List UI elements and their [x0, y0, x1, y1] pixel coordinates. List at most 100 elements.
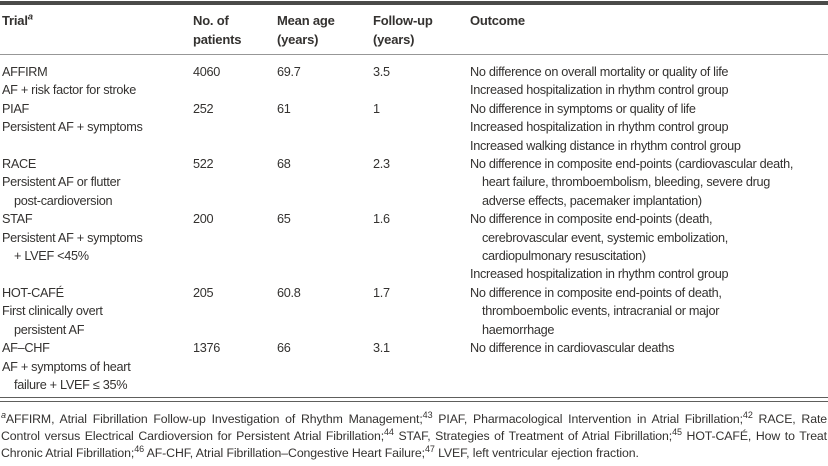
followup-value: 1	[373, 101, 380, 116]
outcome-line: heart failure, thromboembolism, bleeding…	[482, 175, 771, 190]
table-footnote: aAFFIRM, Atrial Fibrillation Follow-up I…	[1, 411, 827, 462]
footnote-text: AF-CHF, Atrial Fibrillation–Congestive H…	[144, 446, 425, 461]
footnote-marker: a	[1, 410, 6, 421]
patients-cell: 252	[193, 100, 277, 155]
trial-name: PIAF	[2, 101, 29, 116]
age-cell: 66	[277, 339, 373, 394]
followup-value: 1.7	[373, 285, 390, 300]
followup-cell: 2.3	[373, 155, 470, 210]
trial-desc-line: AF + symptoms of heart	[2, 359, 131, 374]
patients-cell: 1376	[193, 339, 277, 394]
outcome-line: Increased hospitalization in rhythm cont…	[470, 83, 729, 98]
trial-name: AFFIRM	[2, 65, 48, 79]
age-value: 65	[277, 212, 291, 227]
header-trial-footnote-marker: a	[27, 11, 33, 23]
age-value: 68	[277, 157, 291, 172]
trial-cell: AFFIRM AF + risk factor for stroke	[2, 63, 193, 100]
trial-cell: AF–CHF AF + symptoms of heart failure + …	[2, 339, 193, 394]
patients-value: 200	[193, 212, 214, 227]
age-cell: 69.7	[277, 63, 373, 100]
footnote-text: HOT-CAFÉ, How to Treat Chronic Atrial Fi…	[1, 429, 827, 461]
trial-desc-line: AF + risk factor for stroke	[2, 83, 136, 98]
table-header-rule	[0, 54, 828, 55]
outcome-cell: No difference in symptoms or quality of …	[470, 100, 828, 155]
patients-value: 522	[193, 157, 214, 172]
outcome-line: Increased hospitalization in rhythm cont…	[470, 120, 729, 135]
outcome-cell: No difference in composite end-points (c…	[470, 155, 828, 210]
patients-cell: 522	[193, 155, 277, 210]
outcome-cell: No difference in composite end-points (d…	[470, 210, 828, 284]
footnote-text: PIAF, Pharmacological Intervention in At…	[432, 412, 743, 427]
age-cell: 68	[277, 155, 373, 210]
table-row-af-chf: AF–CHF AF + symptoms of heart failure + …	[0, 339, 828, 394]
age-value: 66	[277, 341, 291, 356]
table-row-piaf: PIAF Persistent AF + symptoms 252 61 1 N…	[0, 100, 828, 155]
followup-cell: 3.1	[373, 339, 470, 394]
trial-desc-line: Persistent AF + symptoms	[2, 120, 143, 135]
header-patients-line1: No. of	[193, 13, 229, 28]
age-value: 60.8	[277, 285, 301, 300]
header-patients-line2: patients	[193, 32, 242, 47]
trial-cell: PIAF Persistent AF + symptoms	[2, 100, 193, 155]
age-value: 61	[277, 101, 291, 116]
header-trial: Triala	[2, 11, 193, 49]
outcome-line: thromboembolic events, intracranial or m…	[482, 304, 720, 319]
header-age-line2: (years)	[277, 32, 319, 47]
age-value: 69.7	[277, 65, 301, 79]
outcome-line: No difference on overall mortality or qu…	[470, 65, 729, 79]
followup-value: 1.6	[373, 212, 390, 227]
trial-cell: STAF Persistent AF + symptoms + LVEF <45…	[2, 210, 193, 284]
table-body: AFFIRM AF + risk factor for stroke 4060 …	[0, 55, 828, 394]
outcome-line: Increased hospitalization in rhythm cont…	[470, 267, 729, 282]
outcome-line: No difference in composite end-points (c…	[470, 157, 794, 172]
footnote-ref: 44	[384, 427, 394, 438]
footnote-text: STAF, Strategies of Treatment of Atrial …	[393, 429, 673, 444]
outcome-line: adverse effects, pacemaker implantation)	[482, 193, 702, 208]
patients-value: 4060	[193, 65, 221, 79]
footnote-ref: 42	[742, 410, 753, 421]
table-bottom-rule	[0, 397, 828, 403]
patients-cell: 205	[193, 284, 277, 339]
followup-cell: 1	[373, 100, 470, 155]
trial-name: HOT-CAFÉ	[2, 285, 64, 300]
trial-desc-line: Persistent AF + symptoms	[2, 230, 143, 245]
table-header-row: Triala No. of patients Mean age (years) …	[0, 5, 828, 54]
trial-desc-line: + LVEF <45%	[14, 249, 89, 264]
outcome-line: haemorrhage	[482, 322, 555, 337]
outcome-line: No difference in cardiovascular deaths	[470, 341, 675, 356]
trial-cell: HOT-CAFÉ First clinically overt persiste…	[2, 284, 193, 339]
table-row-staf: STAF Persistent AF + symptoms + LVEF <45…	[0, 210, 828, 284]
patients-cell: 200	[193, 210, 277, 284]
header-followup-line2: (years)	[373, 32, 415, 47]
trial-desc-line: Persistent AF or flutter	[2, 175, 121, 190]
age-cell: 65	[277, 210, 373, 284]
trial-desc-line: persistent AF	[14, 322, 85, 337]
outcome-line: Increased walking distance in rhythm con…	[470, 138, 741, 153]
trial-desc-line: failure + LVEF ≤ 35%	[14, 377, 128, 392]
header-age-line1: Mean age	[277, 13, 335, 28]
followup-cell: 3.5	[373, 63, 470, 100]
outcome-line: No difference in composite end-points of…	[470, 285, 722, 300]
outcome-cell: No difference in cardiovascular deaths	[470, 339, 828, 394]
followup-cell: 1.6	[373, 210, 470, 284]
table-top-rule	[0, 1, 828, 5]
header-outcome: Outcome	[470, 11, 828, 49]
age-cell: 61	[277, 100, 373, 155]
footnote-text: RACE, Rate Control versus Electrical Car…	[1, 412, 827, 444]
followup-value: 3.1	[373, 341, 390, 356]
outcome-line: cerebrovascular event, systemic emboliza…	[482, 230, 728, 245]
footnote-ref: 43	[422, 410, 433, 421]
header-trial-label: Trial	[2, 13, 28, 28]
table-row-affirm: AFFIRM AF + risk factor for stroke 4060 …	[0, 63, 828, 100]
footnote-ref: 46	[134, 444, 145, 455]
outcome-line: No difference in composite end-points (d…	[470, 212, 713, 227]
trial-desc-line: First clinically overt	[2, 304, 103, 319]
trial-cell: RACE Persistent AF or flutter post-cardi…	[2, 155, 193, 210]
trial-name: STAF	[2, 212, 33, 227]
table-row-race: RACE Persistent AF or flutter post-cardi…	[0, 155, 828, 210]
trial-name: AF–CHF	[2, 341, 50, 356]
footnote-ref: 45	[672, 427, 682, 438]
age-cell: 60.8	[277, 284, 373, 339]
header-outcome-label: Outcome	[470, 13, 525, 28]
